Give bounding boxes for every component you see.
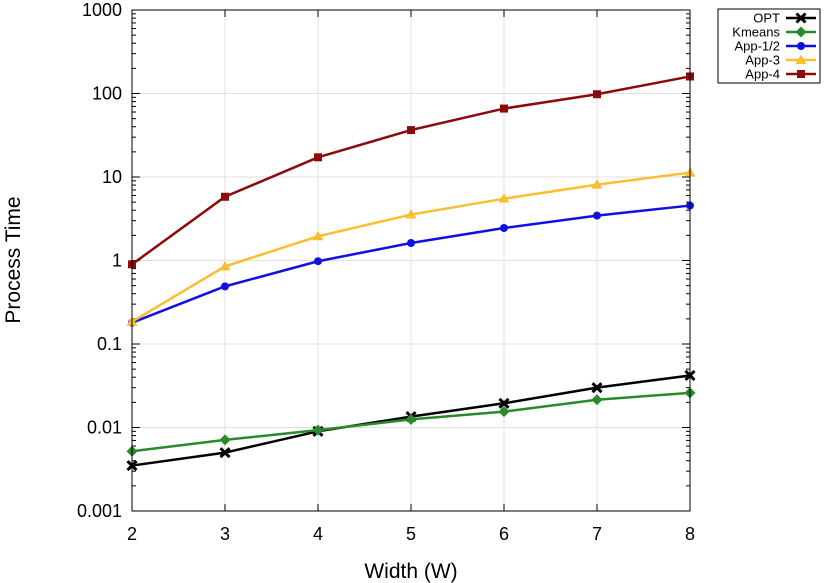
data-point-app-4 [500,104,508,113]
series-kmeans [126,387,696,457]
y-tick-label: 1 [112,251,122,271]
data-point-app-1-2 [407,239,415,248]
y-tick-label: 100 [92,84,122,104]
x-tick-label: 8 [685,524,695,544]
legend-label-opt: OPT [753,11,780,26]
legend-label-app-4: App-4 [745,67,780,82]
x-tick-label: 6 [499,524,509,544]
data-point-app-1-2 [314,257,322,266]
y-tick-label: 0.1 [97,334,122,354]
x-tick-label: 7 [592,524,602,544]
data-point-app-1-2 [593,211,601,220]
legend-marker-app-4 [797,70,805,78]
data-point-app-1-2 [221,282,229,291]
series-app-1-2 [128,201,694,327]
data-point-app-3 [405,209,417,219]
legend-marker-kmeans [795,26,807,38]
data-point-kmeans [405,413,417,425]
data-point-kmeans [498,406,510,418]
data-point-kmeans [219,434,231,446]
y-tick-label: 1000 [82,0,122,20]
data-point-app-3 [219,260,231,271]
legend-label-kmeans: Kmeans [732,25,780,40]
data-point-kmeans [591,394,603,406]
data-point-app-3 [312,230,324,241]
legend-marker-app-1-2 [797,42,805,50]
x-axis-ticks: 2 3 4 5 6 7 8 [127,10,695,544]
legend-label-app-1-2: App-1/2 [734,39,780,54]
data-point-app-1-2 [500,224,508,233]
data-point-opt [591,382,603,394]
x-axis-title: Width (W) [364,560,457,583]
data-point-app-4 [221,192,229,201]
series [126,72,696,472]
data-point-app-3 [498,193,510,203]
legend-label-app-3: App-3 [745,53,780,68]
data-point-app-4 [593,90,601,99]
legend-marker-app-3 [795,54,807,64]
data-point-app-3 [591,179,603,189]
grid [131,9,691,512]
x-tick-label: 5 [406,524,416,544]
data-point-app-4 [314,153,322,162]
data-point-opt [219,447,231,459]
x-tick-label: 4 [313,524,323,544]
y-tick-label: 0.01 [87,418,122,438]
y-axis-title: Process Time [2,196,25,323]
y-tick-label: 10 [102,167,122,187]
x-tick-label: 3 [220,524,230,544]
plot-frame [131,9,691,512]
data-point-kmeans [312,424,324,436]
series-app-3 [126,167,696,326]
legend-marker-opt [795,12,807,24]
y-tick-label: 0.001 [77,501,122,521]
data-point-opt [498,397,510,409]
x-tick-label: 2 [127,524,137,544]
data-point-app-4 [407,126,415,135]
